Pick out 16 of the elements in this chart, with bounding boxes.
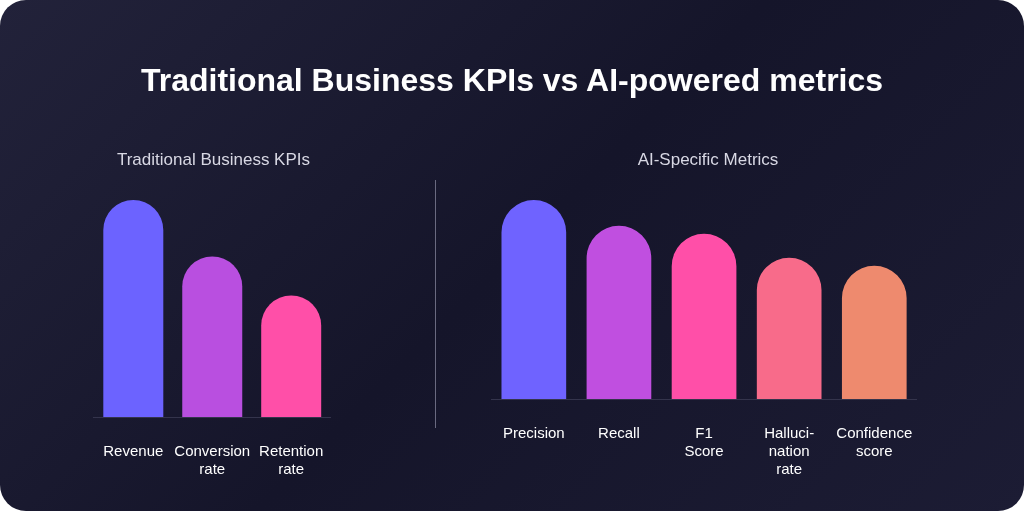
x-tick-label: Recall: [598, 424, 640, 442]
bar: [501, 200, 567, 399]
bar: [586, 225, 652, 399]
bar: [756, 257, 822, 399]
bar: [671, 233, 737, 399]
x-tick-label: F1 Score: [684, 424, 724, 460]
x-tick-label: Conversion rate: [174, 442, 251, 478]
chart-title: AI-Specific Metrics: [636, 150, 780, 170]
x-tick-label: Confidence score: [836, 424, 913, 460]
x-tick-label: Retention rate: [259, 442, 324, 478]
x-tick-label: Halluci- nation rate: [764, 424, 815, 478]
chart-title: Traditional Business KPIs: [115, 150, 312, 170]
bar: [841, 265, 907, 399]
x-tick-label: Revenue: [103, 442, 164, 460]
x-tick-label: Precision: [502, 424, 565, 442]
text: Traditional Business KPIs vs AI-powered metrics: [140, 62, 884, 98]
